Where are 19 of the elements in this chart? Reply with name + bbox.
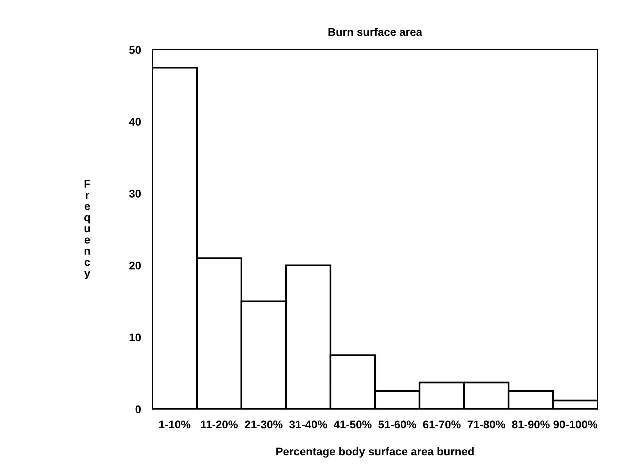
x-tick-label: 31-40% (290, 420, 328, 429)
text: Frequency (84, 180, 91, 280)
x-axis-title: Percentage body surface area burned (276, 447, 474, 458)
y-tick-label: 50 (130, 46, 142, 54)
x-tick-label: 51-60% (378, 420, 416, 429)
y-tick-label: 40 (129, 118, 142, 126)
x-tick-label: 11-20% (201, 420, 238, 429)
y-tick-label: 20 (130, 262, 142, 270)
y-tick-label: 30 (129, 190, 142, 198)
x-tick-label: 41-50% (334, 420, 372, 429)
x-tick-label: 81-90% (512, 420, 550, 429)
y-tick-label: 10 (130, 334, 142, 342)
x-tick-label: 61-70% (423, 420, 461, 429)
y-tick-label: 0 (136, 406, 142, 414)
x-tick-label: 71-80% (468, 420, 506, 429)
chart-title: Burn surface area (328, 28, 423, 36)
x-tick-label: 21-30% (245, 420, 283, 429)
x-tick-label: 1-10% (160, 420, 191, 429)
x-tick-label: 90-100% (554, 420, 598, 429)
